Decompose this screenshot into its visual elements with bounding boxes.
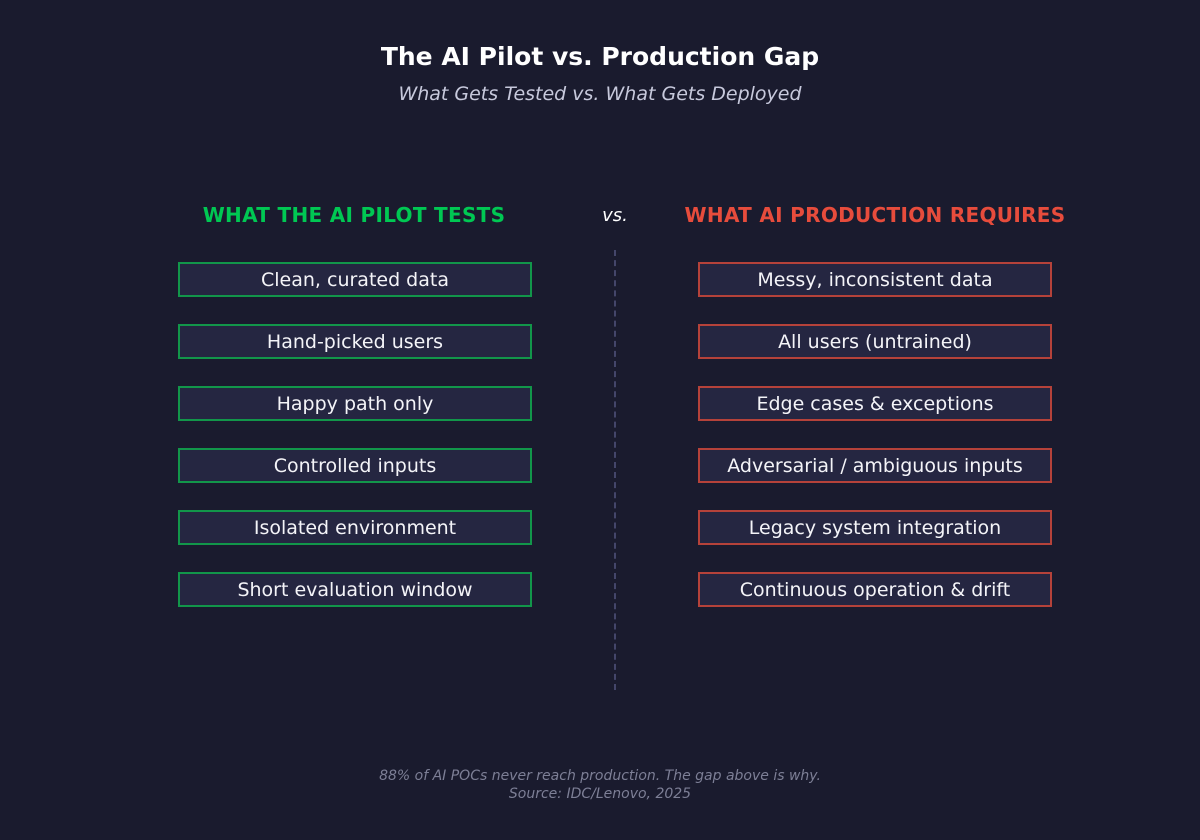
production-item: Messy, inconsistent data	[698, 262, 1052, 297]
footer-note: 88% of AI POCs never reach production. T…	[379, 768, 821, 784]
production-item: Legacy system integration	[698, 510, 1052, 545]
footer-source: Source: IDC/Lenovo, 2025	[508, 786, 692, 802]
production-item: Adversarial / ambiguous inputs	[698, 448, 1052, 483]
pilot-column-heading: WHAT THE AI PILOT TESTS	[202, 203, 506, 227]
production-item: Continuous operation & drift	[698, 572, 1052, 607]
production-item: All users (untrained)	[698, 324, 1052, 359]
pilot-item: Controlled inputs	[178, 448, 532, 483]
pilot-item: Hand-picked users	[178, 324, 532, 359]
vs-label: vs.	[602, 205, 628, 226]
center-divider	[614, 250, 616, 690]
page-title: The AI Pilot vs. Production Gap	[380, 42, 820, 71]
footer: 88% of AI POCs never reach production. T…	[0, 767, 1200, 803]
page-subtitle: What Gets Tested vs. What Gets Deployed	[398, 83, 802, 105]
pilot-item: Happy path only	[178, 386, 532, 421]
pilot-item: Short evaluation window	[178, 572, 532, 607]
pilot-item: Clean, curated data	[178, 262, 532, 297]
production-item: Edge cases & exceptions	[698, 386, 1052, 421]
pilot-item: Isolated environment	[178, 510, 532, 545]
production-column-heading: WHAT AI PRODUCTION REQUIRES	[684, 203, 1066, 227]
